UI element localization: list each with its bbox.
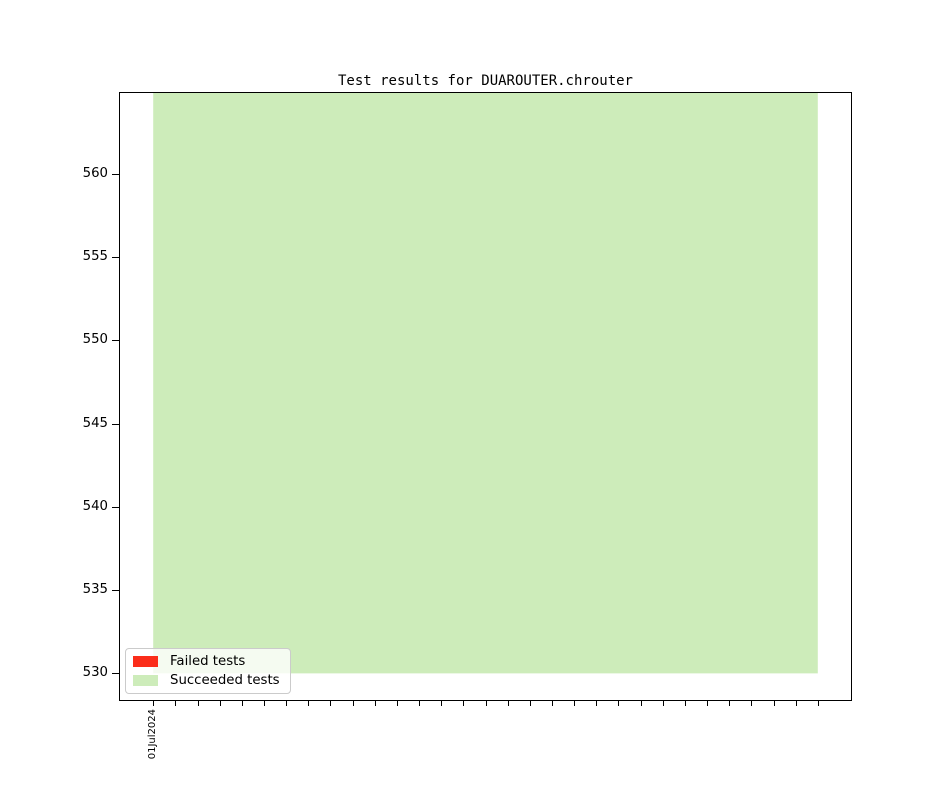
- y-tick-label-555: 555: [82, 249, 108, 265]
- y-tick-mark-560: [112, 173, 119, 175]
- legend: Failed tests Succeeded tests: [125, 648, 291, 694]
- x-tick-mark-01Jul2024: [153, 701, 155, 706]
- x-tick-mark-21Jul2024: [596, 701, 598, 706]
- x-tick-mark-09Jul2024: [330, 701, 332, 706]
- y-tick-mark-530: [112, 673, 119, 675]
- legend-label-failed: Failed tests: [170, 654, 246, 669]
- y-tick-mark-540: [112, 506, 119, 508]
- succeeded-tests-swatch: [133, 675, 158, 686]
- x-tick-mark-06Jul2024: [264, 701, 265, 706]
- x-tick-mark-19Jul2024: [552, 701, 553, 706]
- x-tick-mark-13Jul2024: [419, 701, 420, 706]
- x-tick-mark-23Jul2024: [640, 701, 642, 706]
- x-tick-mark-18Jul2024: [529, 701, 531, 706]
- x-tick-mark-02Jul2024: [175, 701, 177, 706]
- area-succeeded-tests: [153, 93, 818, 674]
- x-tick-mark-27Jul2024: [729, 701, 731, 706]
- x-tick-mark-25Jul2024: [684, 701, 686, 706]
- x-tick-mark-26Jul2024: [707, 701, 708, 706]
- legend-label-succeeded: Succeeded tests: [170, 673, 280, 688]
- plot-area: [119, 92, 852, 701]
- x-tick-mark-31Jul2024: [817, 701, 819, 706]
- x-tick-mark-20Jul2024: [574, 701, 576, 706]
- x-tick-mark-16Jul2024: [485, 701, 487, 706]
- y-tick-label-530: 530: [82, 665, 108, 681]
- x-tick-mark-04Jul2024: [219, 701, 221, 706]
- x-tick-mark-11Jul2024: [374, 701, 376, 706]
- y-tick-mark-555: [112, 257, 119, 259]
- x-tick-mark-10Jul2024: [352, 701, 354, 706]
- x-tick-mark-07Jul2024: [286, 701, 288, 706]
- x-tick-mark-03Jul2024: [197, 701, 199, 706]
- x-tick-mark-24Jul2024: [662, 701, 664, 706]
- y-tick-label-535: 535: [82, 582, 108, 598]
- y-tick-label-545: 545: [82, 415, 108, 431]
- x-tick-label-01jul2024: 01Jul2024: [147, 709, 158, 760]
- y-tick-mark-550: [112, 340, 119, 342]
- chart-title: Test results for DUAROUTER.chrouter: [337, 73, 633, 89]
- x-tick-mark-30Jul2024: [795, 701, 797, 706]
- stacked-area-canvas: [153, 93, 818, 674]
- y-tick-mark-535: [112, 590, 119, 592]
- x-tick-mark-29Jul2024: [773, 701, 775, 706]
- x-tick-mark-12Jul2024: [396, 701, 398, 706]
- y-tick-mark-545: [112, 423, 119, 425]
- y-tick-label-560: 560: [82, 165, 108, 181]
- x-tick-mark-08Jul2024: [308, 701, 310, 706]
- x-tick-mark-22Jul2024: [618, 701, 620, 706]
- x-tick-mark-17Jul2024: [507, 701, 509, 706]
- failed-tests-swatch: [133, 656, 158, 667]
- y-tick-label-540: 540: [82, 498, 108, 514]
- y-tick-label-550: 550: [82, 332, 108, 348]
- x-tick-mark-28Jul2024: [751, 701, 753, 706]
- x-tick-mark-05Jul2024: [241, 701, 243, 706]
- x-tick-mark-15Jul2024: [463, 701, 465, 706]
- x-tick-mark-14Jul2024: [441, 701, 443, 706]
- legend-item-failed: Failed tests: [133, 652, 280, 671]
- legend-item-succeeded: Succeeded tests: [133, 671, 280, 690]
